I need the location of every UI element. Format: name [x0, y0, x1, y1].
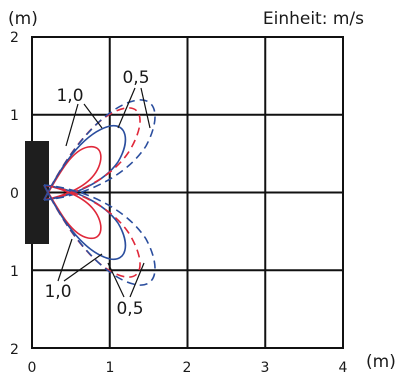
x-tick-1: 1	[106, 360, 115, 376]
x-tick-4: 4	[339, 360, 348, 376]
y-tick-0: 0	[10, 186, 19, 202]
leader-bottom-1-0-a	[57, 238, 73, 282]
device-block	[25, 141, 49, 244]
speed-unit-label: Einheit: m/s	[263, 9, 364, 29]
y-tick-1-top: 1	[10, 108, 19, 124]
contour-label-bottom-1-0: 1,0	[44, 282, 71, 302]
leader-bottom-1-0-b	[63, 253, 103, 282]
x-axis-unit: (m)	[366, 352, 396, 372]
y-axis-unit: (m)	[8, 9, 38, 29]
contour-label-top-1-0: 1,0	[56, 86, 83, 106]
lower-lobes	[43, 184, 156, 286]
leader-bottom-0-5-b	[129, 262, 145, 298]
y-tick-2-top: 2	[10, 30, 19, 46]
upper-contour-blue-dashed	[43, 99, 156, 201]
leader-top-1-0-b	[83, 103, 103, 129]
x-tick-2: 2	[183, 360, 192, 376]
x-tick-0: 0	[28, 360, 37, 376]
y-tick-1-bottom: 1	[10, 264, 19, 280]
upper-contour-blue-solid	[43, 124, 127, 201]
x-tick-3: 3	[261, 360, 270, 376]
contour-label-bottom-0-5: 0,5	[116, 299, 143, 319]
lower-contour-blue-dashed	[43, 184, 156, 286]
leader-lines	[57, 87, 151, 298]
lower-contour-red-solid	[43, 184, 102, 239]
leader-top-0-5-b	[140, 87, 151, 129]
y-tick-2-bottom: 2	[10, 342, 19, 358]
lower-contour-blue-solid	[43, 184, 127, 261]
leader-top-0-5-a	[117, 87, 136, 129]
grid	[31, 36, 344, 349]
contour-label-top-0-5: 0,5	[122, 68, 149, 88]
leader-top-1-0-a	[65, 103, 79, 147]
leader-bottom-0-5-a	[107, 262, 125, 298]
